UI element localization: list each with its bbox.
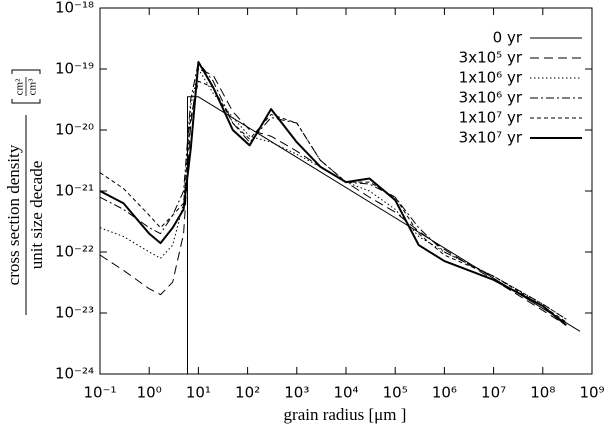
- x-tick-label: 10⁻¹: [83, 384, 116, 402]
- unit-denominator: cm³: [27, 78, 39, 95]
- x-tick-label: 10⁴: [333, 384, 358, 402]
- y-tick-label: 10⁻²²: [55, 243, 94, 261]
- y-tick-label: 10⁻²³: [55, 304, 94, 322]
- y-label-denominator: unit size decade: [27, 161, 46, 270]
- legend-label: 3x10⁷ yr: [459, 129, 523, 147]
- x-tick-label: 10²: [235, 384, 260, 402]
- series-line: [100, 61, 567, 327]
- series-line: [100, 80, 567, 323]
- x-tick-label: 10⁵: [383, 384, 408, 402]
- legend-label: 3x10⁶ yr: [459, 89, 523, 107]
- unit-numerator: cm²: [14, 78, 26, 95]
- series-line: [100, 61, 567, 320]
- x-axis-label: grain radius [μm ]: [284, 405, 407, 424]
- legend-label: 0 yr: [493, 29, 523, 47]
- x-tick-label: 10⁶: [432, 384, 457, 402]
- legend-label: 1x10⁷ yr: [459, 109, 523, 127]
- y-label-numerator: cross section density: [4, 144, 23, 285]
- x-tick-label: 10⁸: [530, 384, 555, 402]
- legend-label: 3x10⁵ yr: [459, 49, 523, 67]
- x-tick-label: 10⁹: [579, 384, 604, 402]
- y-tick-label: 10⁻¹⁸: [55, 0, 94, 17]
- x-tick-label: 10⁷: [481, 384, 506, 402]
- y-tick-label: 10⁻¹⁹: [55, 60, 94, 78]
- x-tick-label: 10¹: [186, 384, 211, 402]
- series-line: [100, 68, 567, 326]
- y-axis-label: cross section density unit size decade c…: [4, 69, 46, 315]
- x-tick-label: 10³: [284, 384, 309, 402]
- y-tick-label: 10⁻²⁴: [55, 365, 94, 383]
- y-tick-label: 10⁻²¹: [55, 182, 94, 200]
- x-tick-label: 10⁰: [137, 384, 162, 402]
- bracket-right: [11, 69, 41, 74]
- bracket-left: [11, 99, 41, 104]
- legend-label: 1x10⁶ yr: [459, 69, 523, 87]
- y-tick-label: 10⁻²⁰: [55, 121, 94, 139]
